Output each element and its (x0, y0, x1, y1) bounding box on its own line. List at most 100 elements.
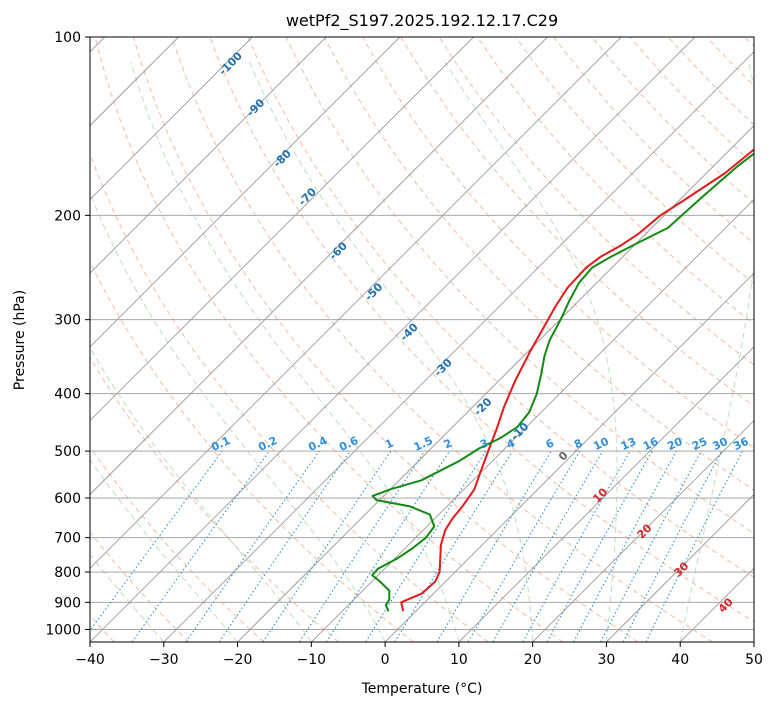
mixing-ratio-line (325, 450, 450, 642)
temperature-point (451, 517, 454, 520)
mixing-ratio-label: 13 (619, 435, 638, 453)
moist-adiabat-line (90, 553, 165, 642)
dewpoint-point (411, 547, 414, 550)
temperature-point (619, 244, 622, 247)
dewpoint-point (371, 574, 374, 576)
dry-adiabat-line (362, 37, 754, 449)
temperature-point (637, 233, 639, 235)
y-tick-label: 100 (54, 30, 81, 46)
y-tick-label: 600 (54, 491, 81, 507)
dewpoint-point (536, 392, 538, 395)
dewpoint-point (548, 339, 551, 342)
dewpoint-point (371, 495, 374, 497)
dewpoint-point (667, 227, 669, 229)
temperature-point (529, 351, 531, 353)
dewpoint-point (409, 505, 411, 508)
temperature-point (514, 379, 517, 382)
temperature-point (434, 580, 437, 583)
isotherm-line (90, 37, 622, 569)
moist-adiabat-line (444, 61, 618, 642)
y-tick-label: 700 (54, 531, 81, 547)
moist-adiabat-line (90, 191, 386, 642)
dewpoint-point (389, 488, 392, 491)
isotherm-line (163, 51, 754, 642)
isotherm-line (384, 272, 754, 642)
temperature-point (478, 474, 481, 477)
mixing-ratio-line (185, 450, 320, 642)
y-tick-label: 1000 (45, 622, 81, 638)
temperature-point (461, 505, 464, 508)
temperature-point (503, 405, 506, 408)
temperature-point (542, 327, 545, 329)
y-tick-label: 500 (54, 444, 81, 460)
dry-adiabat-line (132, 37, 639, 642)
dewpoint-point (543, 354, 546, 357)
isotherm-line (606, 493, 754, 642)
dry-adiabat-line (90, 531, 190, 642)
dry-adiabat-line (476, 37, 754, 325)
isotherm-line (90, 37, 474, 422)
dry-adiabat-line (171, 37, 713, 642)
temperature-point (495, 428, 498, 431)
moist-adiabat-line (130, 61, 460, 642)
dewpoint-point (516, 426, 519, 428)
mixing-ratio-line (546, 450, 653, 642)
x-tick-label: 30 (597, 652, 615, 668)
x-tick-label: 40 (671, 652, 689, 668)
dewpoint-point (591, 266, 593, 269)
dewpoint-point (737, 165, 739, 167)
dry-adiabat-line (90, 152, 489, 642)
isotherm-line (458, 346, 754, 642)
temperature-point (473, 488, 476, 491)
isotherm-line (90, 37, 253, 200)
y-tick-label: 400 (54, 387, 81, 403)
mixing-ratio-line (394, 450, 513, 642)
temperature-point (420, 592, 423, 595)
y-tick-label: 800 (54, 565, 81, 581)
y-tick-label: 300 (54, 313, 81, 329)
dewpoint-point (703, 194, 705, 197)
dewpoint-point (425, 536, 427, 539)
moist-adiabat-line (679, 61, 754, 642)
dewpoint-point (395, 558, 398, 560)
temperature-point (440, 544, 442, 546)
plot-frame (89, 36, 755, 643)
dry-adiabat-line (209, 37, 754, 623)
mixing-ratio-line (522, 450, 631, 642)
dewpoint-point (388, 598, 391, 601)
dewpoint-point (478, 447, 480, 450)
dry-adiabat-line (90, 356, 339, 642)
temperature-point (659, 214, 662, 217)
mixing-ratio-line (218, 450, 351, 642)
temperature-point (723, 172, 726, 175)
mixing-ratio-label: 16 (641, 435, 661, 453)
isotherm-line (90, 37, 696, 642)
x-axis-label: Temperature (°C) (361, 681, 483, 697)
mixing-ratio-label: 36 (731, 435, 751, 453)
mixing-ratio-label: 20 (665, 435, 685, 453)
temperature-point (585, 266, 587, 269)
x-tick-label: 50 (745, 652, 763, 668)
dewpoint-point (387, 610, 390, 612)
isotherm-line (311, 198, 754, 642)
x-tick-label: −30 (149, 652, 179, 668)
x-tick-label: −20 (223, 652, 253, 668)
isotherm-line (90, 37, 548, 496)
dewpoint-point (379, 580, 381, 583)
dewpoint-point (528, 411, 530, 414)
dewpoint-point (681, 214, 683, 217)
temperature-point (680, 201, 682, 203)
dry-adiabat-line (515, 37, 754, 285)
temperature-point (439, 558, 442, 560)
isotherm-line (237, 124, 754, 642)
dewpoint-point (377, 568, 379, 570)
dry-adiabat-line (94, 37, 564, 642)
dewpoint-point (433, 525, 436, 528)
dewpoint-point (388, 589, 391, 592)
mixing-ratio-line (299, 450, 426, 642)
mixing-ratio-line (90, 450, 223, 632)
temperature-profile-line (400, 148, 754, 612)
mixing-ratio-line (131, 450, 270, 642)
dewpoint-point (375, 499, 378, 501)
